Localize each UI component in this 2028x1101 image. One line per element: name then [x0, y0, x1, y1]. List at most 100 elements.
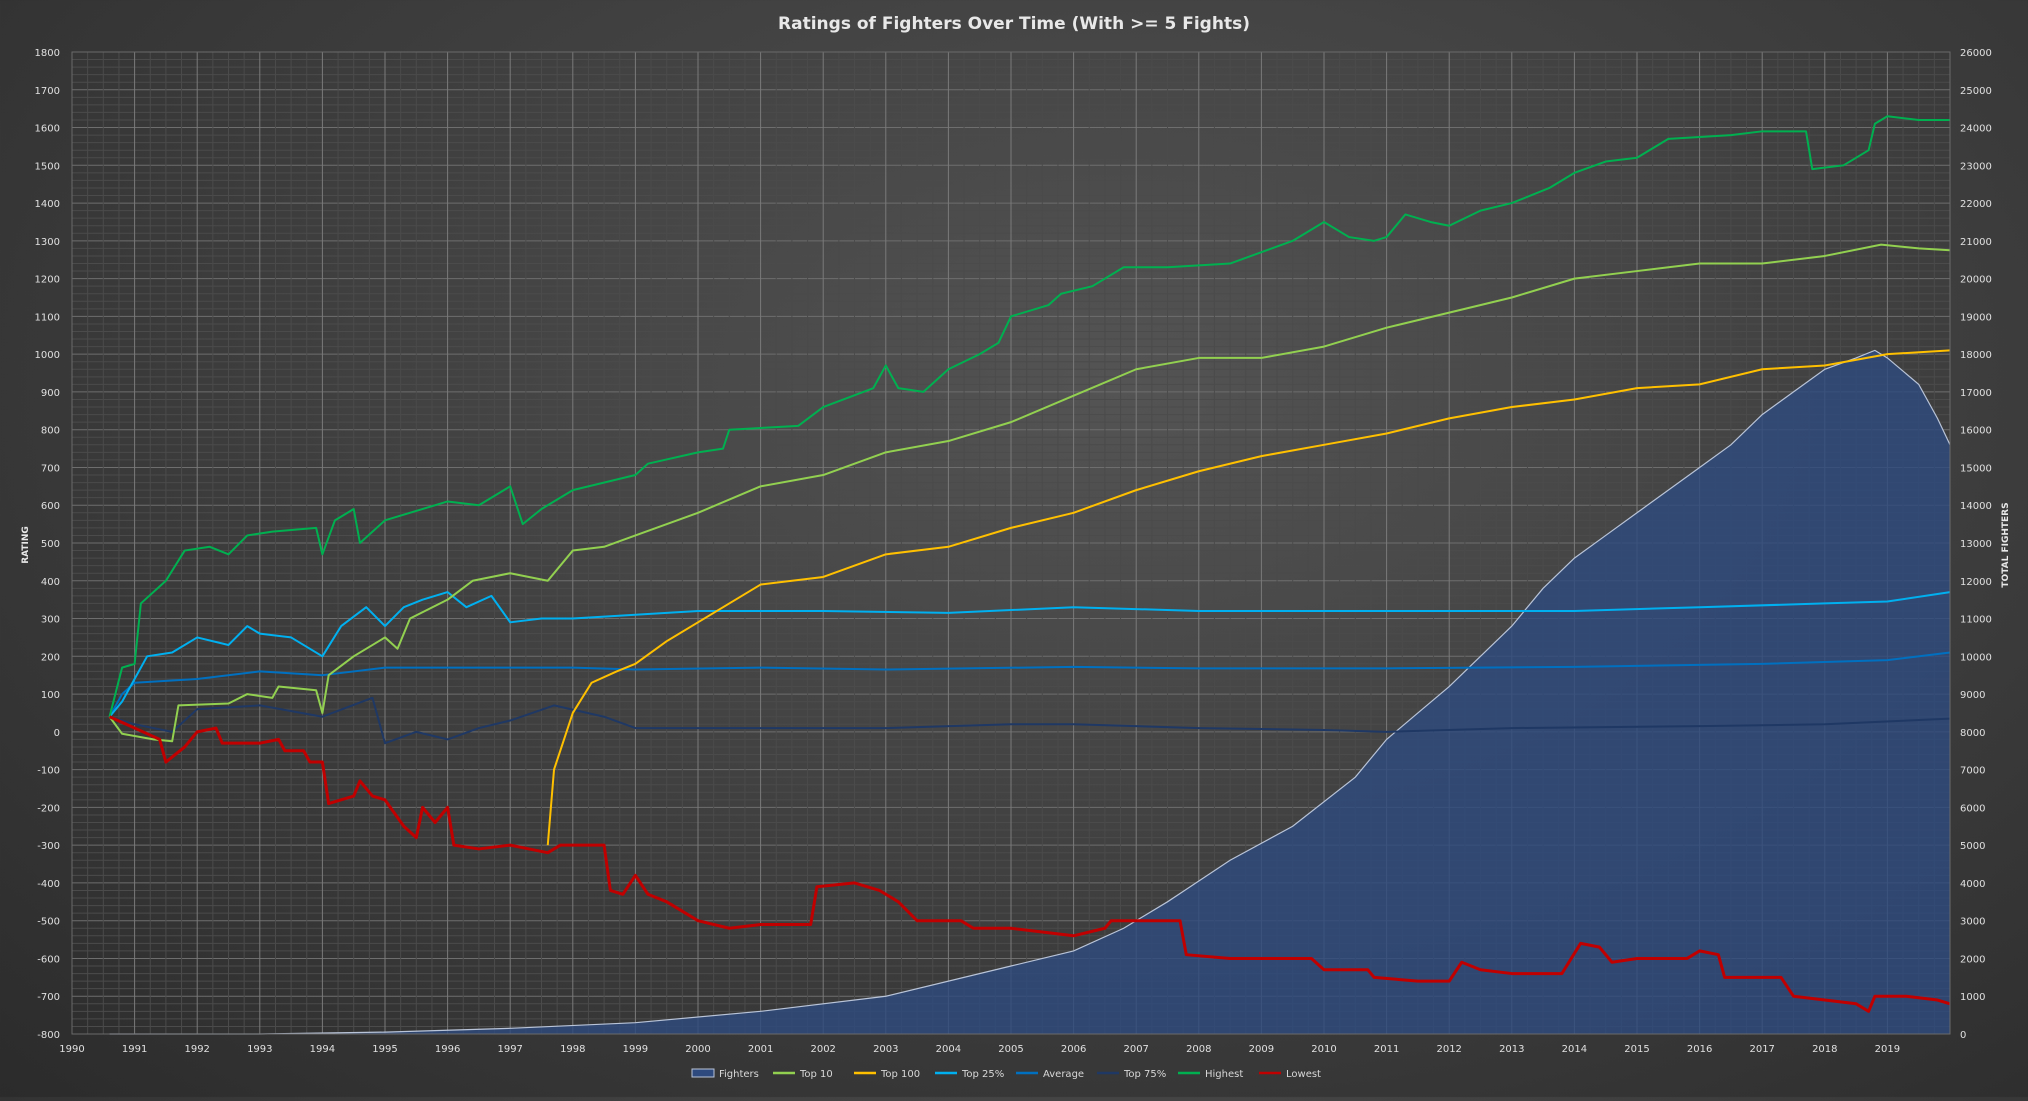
y-tick-label: 1700 [35, 86, 60, 97]
y-axis-label: RATING [21, 526, 31, 564]
legend-label-average: Average [1043, 1069, 1084, 1080]
y-tick-label: 1100 [35, 312, 60, 323]
y-tick-label: 1000 [35, 350, 60, 361]
legend-label-highest: Highest [1205, 1069, 1243, 1080]
y-tick-label: -600 [37, 954, 60, 965]
y2-tick-label: 15000 [1960, 463, 1992, 474]
legend-label-top-10: Top 10 [799, 1069, 833, 1080]
legend-swatch-fighters [691, 1068, 715, 1078]
x-axis-ticks: 1990 1991 1992 1993 1994 1995 1996 1997 1998 1999… [59, 1044, 1900, 1055]
series-top-75-line [109, 696, 1951, 745]
x-tick-label: 2001 [748, 1044, 773, 1055]
x-tick-label: 2010 [1311, 1044, 1336, 1055]
x-tick-label: 2017 [1749, 1044, 1774, 1055]
series-lines-layer [108, 115, 1951, 1013]
y-tick-label: -300 [37, 841, 60, 852]
y-tick-label: -800 [37, 1030, 60, 1041]
y-tick-label: 300 [41, 615, 60, 626]
y2-axis-ticks: 2600025000240002300022000210002000019000… [1960, 48, 1992, 1041]
y2-tick-label: 13000 [1960, 539, 1992, 550]
y2-tick-label: 17000 [1960, 388, 1992, 399]
series-top-10-line [108, 243, 1951, 743]
y2-tick-label: 2000 [1960, 954, 1985, 965]
y-tick-label: 1400 [35, 199, 60, 210]
y2-tick-label: 12000 [1960, 577, 1992, 588]
y2-tick-label: 23000 [1960, 161, 1992, 172]
x-tick-label: 2009 [1249, 1044, 1274, 1055]
x-tick-label: 1999 [623, 1044, 648, 1055]
x-tick-label: 1998 [560, 1044, 585, 1055]
x-tick-label: 2014 [1562, 1044, 1587, 1055]
y-tick-label: 700 [41, 463, 60, 474]
x-tick-label: 2000 [685, 1044, 710, 1055]
legend-label-lowest: Lowest [1286, 1069, 1321, 1080]
y2-tick-label: 9000 [1960, 690, 1985, 701]
y2-tick-label: 3000 [1960, 917, 1985, 928]
y-tick-label: 900 [41, 388, 60, 399]
x-tick-label: 1993 [247, 1044, 272, 1055]
y2-tick-label: 18000 [1960, 350, 1992, 361]
y2-tick-label: 20000 [1960, 275, 1992, 286]
y-tick-label: 1500 [35, 161, 60, 172]
x-tick-label: 2006 [1061, 1044, 1086, 1055]
y-tick-label: 1300 [35, 237, 60, 248]
x-tick-label: 2016 [1687, 1044, 1712, 1055]
series-fighters-area [109, 350, 1950, 1034]
y2-tick-label: 11000 [1960, 615, 1992, 626]
legend-label-top-25: Top 25% [961, 1069, 1004, 1080]
x-tick-label: 1992 [184, 1044, 209, 1055]
legend-label-fighters: Fighters [719, 1069, 759, 1080]
y2-tick-label: 1000 [1960, 992, 1985, 1003]
y-tick-label: -700 [37, 992, 60, 1003]
series-lowest-line [108, 715, 1951, 1013]
y-tick-label: 200 [41, 652, 60, 663]
y2-tick-label: 7000 [1960, 766, 1985, 777]
series-highest-line [108, 115, 1950, 717]
chart-title: Ratings of Fighters Over Time (With >= 5… [778, 14, 1250, 34]
x-tick-label: 2019 [1875, 1044, 1900, 1055]
y-tick-label: -200 [37, 803, 60, 814]
series-average-line [108, 651, 1951, 718]
x-tick-label: 2005 [998, 1044, 1023, 1055]
y-axis-ticks: 1800170016001500140013001200110010009008… [35, 48, 60, 1041]
x-tick-label: 1995 [372, 1044, 397, 1055]
y2-tick-label: 6000 [1960, 803, 1985, 814]
x-tick-label: 1991 [122, 1044, 147, 1055]
y2-tick-label: 16000 [1960, 426, 1992, 437]
x-tick-label: 1994 [310, 1044, 335, 1055]
series-fighters-outline [109, 349, 1951, 1035]
y2-tick-label: 0 [1960, 1030, 1966, 1041]
x-tick-label: 2011 [1374, 1044, 1399, 1055]
y-tick-label: 600 [41, 501, 60, 512]
legend-label-top-75: Top 75% [1123, 1069, 1166, 1080]
y-tick-label: 0 [54, 728, 60, 739]
y-tick-label: -500 [37, 917, 60, 928]
series-top-100-line [546, 349, 1951, 846]
x-tick-label: 1997 [497, 1044, 522, 1055]
y2-tick-label: 14000 [1960, 501, 1992, 512]
y2-tick-label: 4000 [1960, 879, 1985, 890]
y2-tick-label: 26000 [1960, 48, 1992, 59]
y2-tick-label: 19000 [1960, 312, 1992, 323]
x-tick-label: 2013 [1499, 1044, 1524, 1055]
x-tick-label: 2004 [936, 1044, 961, 1055]
x-tick-label: 2003 [873, 1044, 898, 1055]
y2-tick-label: 22000 [1960, 199, 1992, 210]
x-tick-label: 2007 [1123, 1044, 1148, 1055]
x-tick-label: 2015 [1624, 1044, 1649, 1055]
y-tick-label: -400 [37, 879, 60, 890]
y2-axis-label: TOTAL FIGHTERS [2001, 502, 2011, 587]
series-top-25-line [108, 591, 1951, 718]
y-tick-label: 800 [41, 426, 60, 437]
fighters-area-layer [109, 349, 1951, 1035]
y-tick-label: 400 [41, 577, 60, 588]
y2-tick-label: 25000 [1960, 86, 1992, 97]
y-tick-label: 1200 [35, 275, 60, 286]
y2-tick-label: 21000 [1960, 237, 1992, 248]
y-tick-label: 500 [41, 539, 60, 550]
plot-frame [71, 51, 1951, 1035]
y-tick-label: -100 [37, 766, 60, 777]
y2-tick-label: 10000 [1960, 652, 1992, 663]
